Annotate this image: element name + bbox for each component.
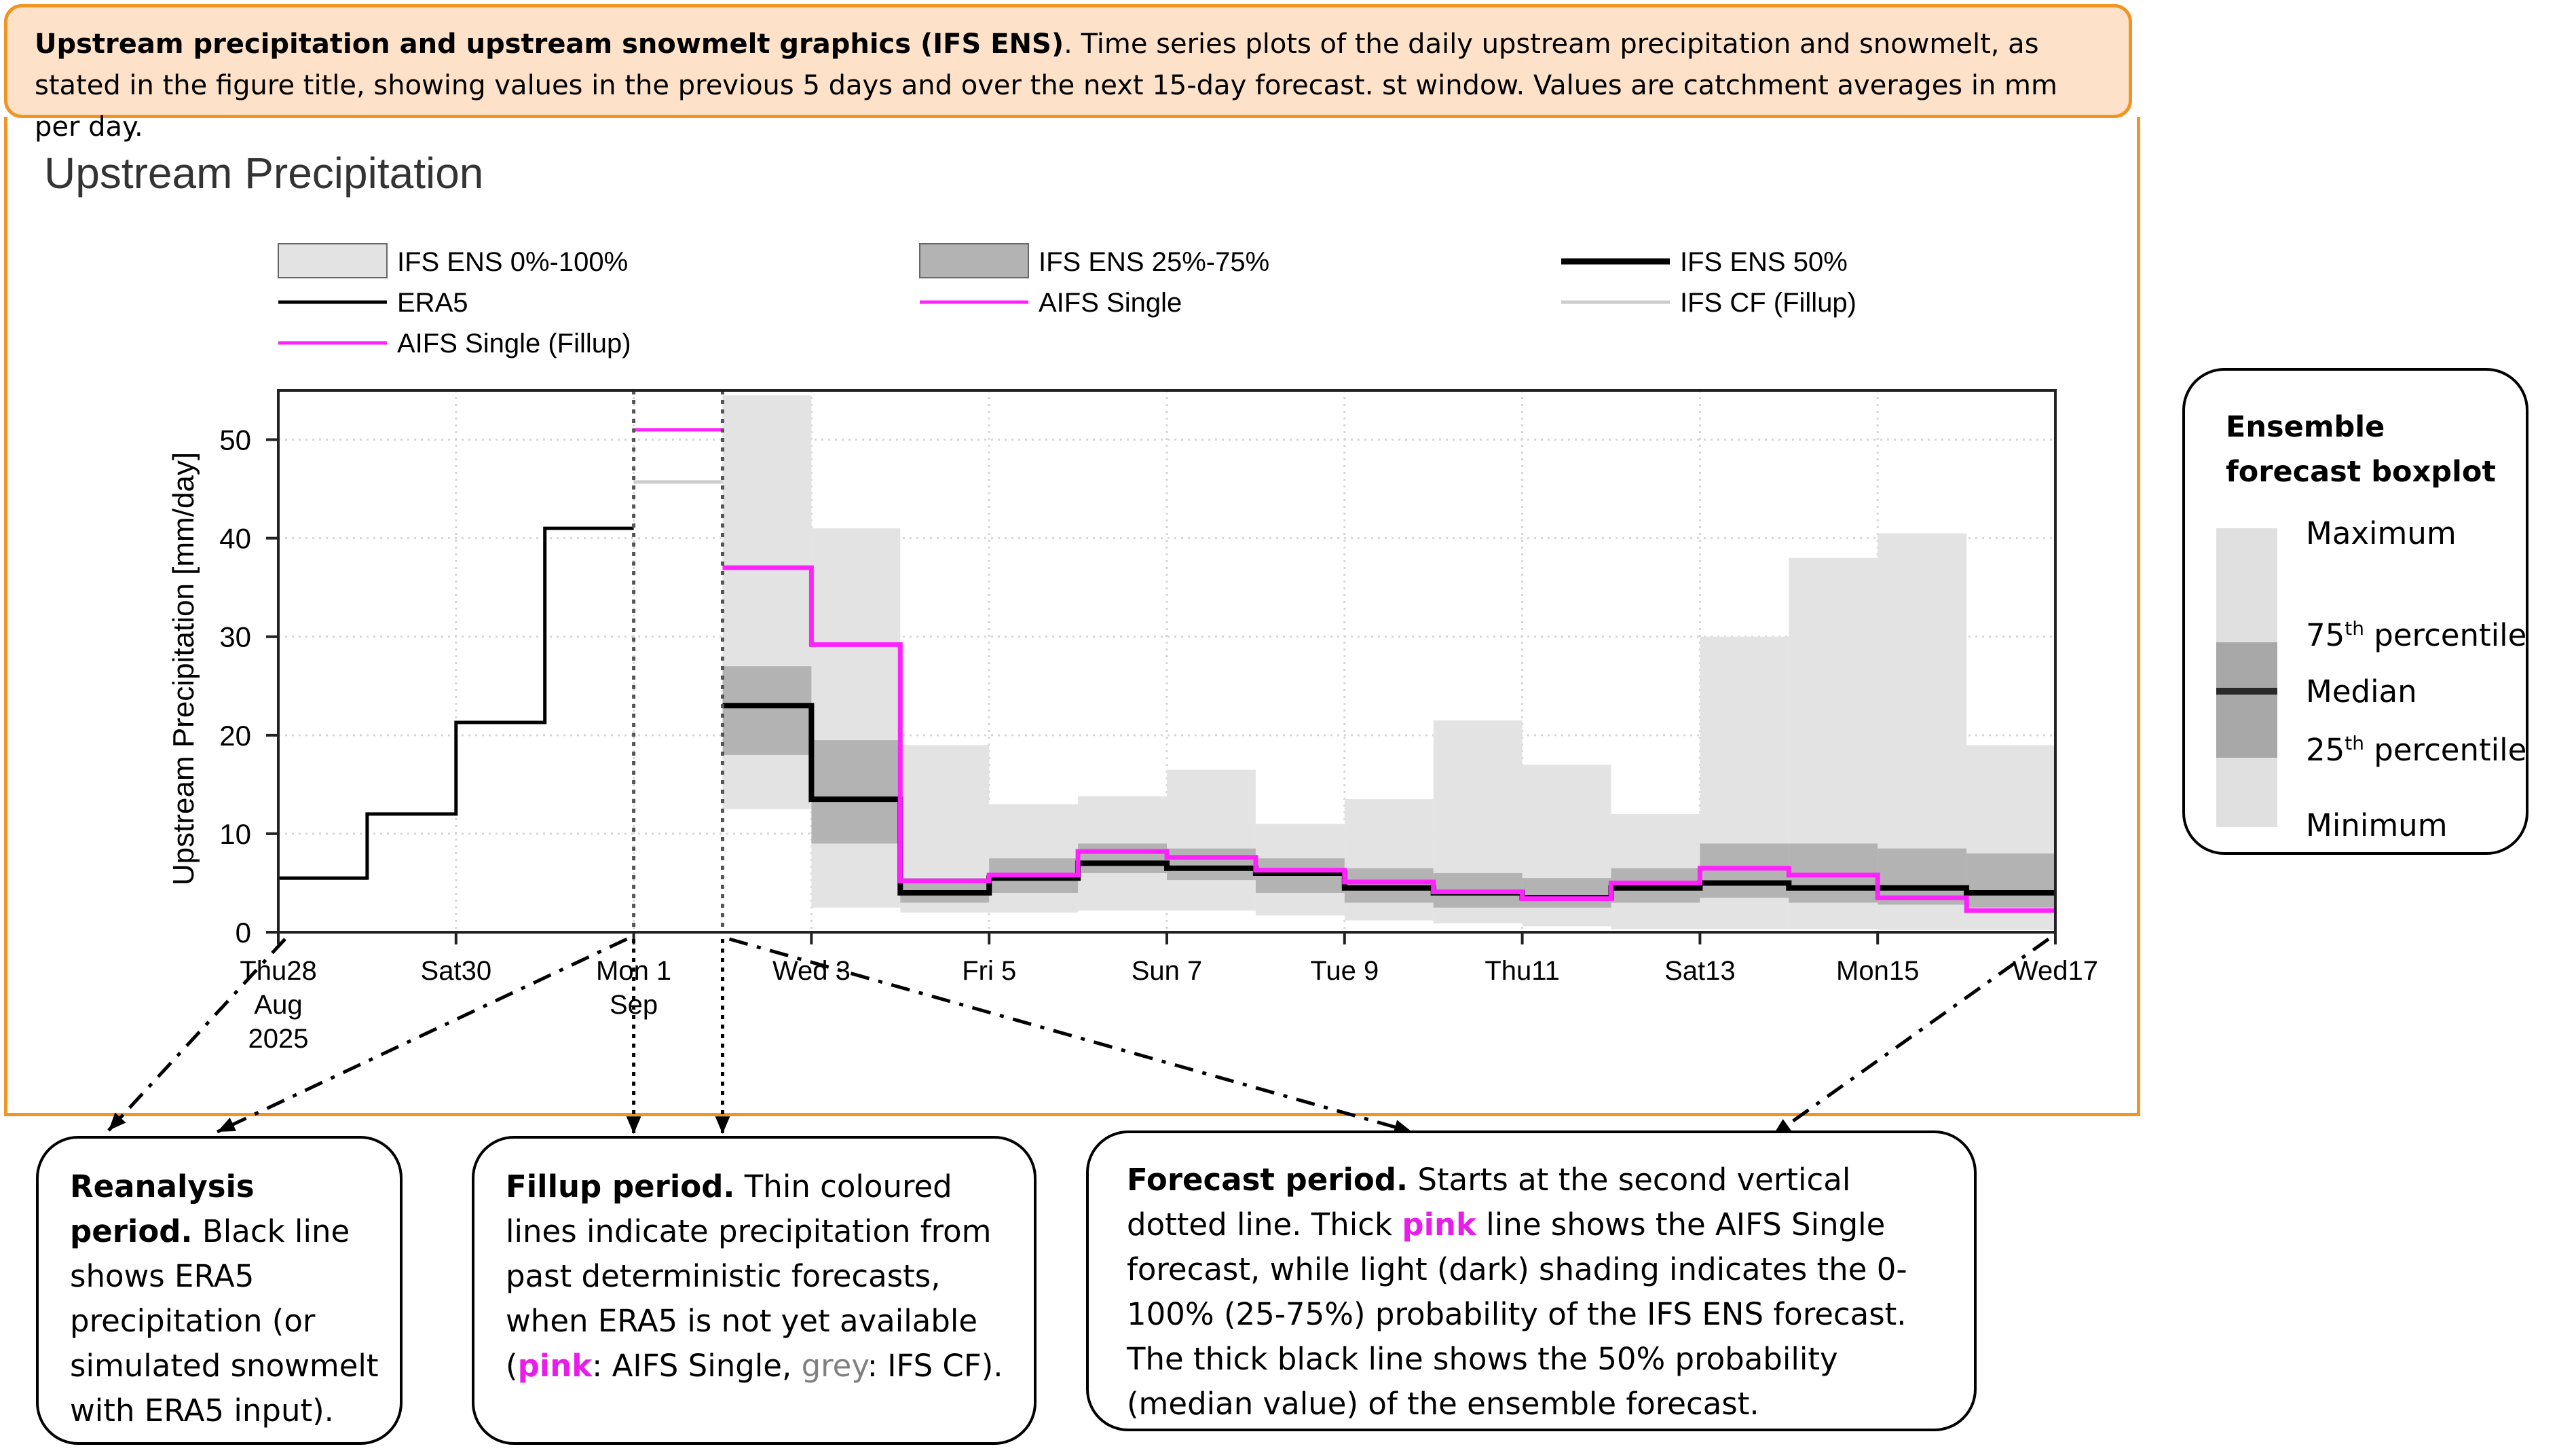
callout-fillup-text: Thin coloured lines indicate precipitati… [506,1169,992,1384]
ens-iqr-bar [722,666,812,755]
boxplot-legend-title: Ensemble forecast boxplot [2226,410,2496,489]
legend-swatch [919,243,1029,278]
callout-forecast-period: Forecast period. Starts at the second ve… [1086,1130,1977,1431]
y-tick-label: 50 [219,424,251,456]
figure-caption: Upstream precipitation and upstream snow… [4,4,2132,143]
boxplot-label-maximum: Maximum [2306,515,2457,551]
ens-iqr-bar [1078,843,1167,873]
callout-arrow-line [107,938,286,1132]
ens-range-bar [1167,769,1256,911]
x-tick-label: Aug [254,990,302,1020]
x-tick-label: Tue 9 [1310,956,1379,986]
x-tick-label: 2025 [248,1024,309,1054]
callout-fillup-title: Fillup period. [506,1169,735,1204]
boxplot-label-p75: 75th percentile [2306,617,2527,653]
ens-iqr-bar [1167,848,1256,881]
boxplot-iqr-box [2216,642,2277,758]
callout-arrowhead [715,1116,730,1134]
callout-fillup-text2: : AIFS Single, [592,1348,802,1384]
plot-frame [4,117,2140,1116]
legend-label: ERA5 [397,288,468,318]
callout-arrow-line [1772,937,2050,1137]
legend-label: IFS ENS 25%-75% [1039,247,1269,277]
callout-arrowhead [109,1112,126,1130]
chart-legend: IFS ENS 0%-100% IFS ENS 25%-75% IFS ENS 50… [278,243,1856,358]
x-tick-label: Sat30 [421,956,492,986]
ens-median-line [722,703,2055,901]
x-tick-label: Sep [610,990,658,1020]
legend-label: IFS ENS 0%-100% [397,247,628,277]
x-tick-label: Sat13 [1664,956,1736,986]
caption-title: Upstream precipitation and upstream snow… [35,29,1064,60]
x-tick-label: Fri 5 [962,956,1016,986]
callout-fillup-grey: grey [801,1348,867,1384]
y-tick-label: 20 [219,720,251,752]
ens-range-bar [811,528,901,908]
caption-text: . Time series plots of the daily upstrea… [35,29,2057,143]
ens-iqr-bar [1700,843,1789,898]
legend-label: IFS CF (Fillup) [1680,288,1856,318]
boxplot-median-line [2216,688,2277,695]
y-tick-label: 0 [236,917,251,949]
callout-arrow-line [728,937,1413,1134]
x-tick-label: Thu11 [1485,956,1559,986]
callout-reanalysis-period: Reanalysis period. Black line shows ERA5… [36,1136,403,1445]
y-tick-label: 40 [219,523,251,555]
ens-iqr-bar [1966,853,2055,908]
callout-forecast-text2: line shows the AIFS Single forecast, whi… [1127,1207,1907,1422]
ens-iqr-bar [1522,878,1611,908]
callout-fillup-text3: : IFS CF). [867,1348,1003,1384]
callout-fillup-pink: pink [517,1348,593,1384]
y-axis-label: Upstream Precipitation [mm/day] [167,452,200,885]
era5-line [278,526,634,880]
chart-title: Upstream Precipitation [44,149,483,198]
callout-arrowhead [626,1116,641,1134]
ens-iqr-bar [1878,848,1967,905]
callout-arrowhead [217,1118,236,1132]
callout-reanalysis-text: Black line shows ERA5 precipitation (or … [70,1213,379,1429]
boxplot-legend: Ensemble forecast boxplot Maximum 75th p… [2182,368,2528,855]
legend-label: AIFS Single [1039,288,1182,318]
legend-label: IFS ENS 50% [1680,247,1848,277]
boxplot-label-median: Median [2306,674,2417,710]
chart-series [278,390,2055,932]
aifs-single-line [722,565,2055,913]
boxplot-label-minimum: Minimum [2306,807,2448,843]
ens-iqr-bar [811,740,901,844]
x-tick-label: Thu28 [240,956,316,986]
legend-label: AIFS Single (Fillup) [397,329,631,358]
x-tick-label: Sun 7 [1132,956,1203,986]
y-tick-label: 10 [219,818,251,850]
legend-swatch [278,243,388,278]
y-tick-label: 30 [219,621,251,653]
callout-forecast-title: Forecast period. [1127,1162,1408,1198]
callout-arrow-line [216,937,628,1134]
boxplot-label-p25: 25th percentile [2306,732,2527,768]
callout-arrows [107,937,2050,1137]
callout-reanalysis-title: Reanalysis period. [70,1169,255,1249]
callout-forecast-pink: pink [1402,1207,1476,1243]
callout-forecast-text: Starts at the second vertical dotted lin… [1127,1162,1851,1243]
x-tick-label: Mon15 [1836,956,1919,986]
x-tick-label: Wed17 [2013,956,2098,986]
callout-fillup-period: Fillup period. Thin coloured lines indic… [472,1136,1037,1445]
